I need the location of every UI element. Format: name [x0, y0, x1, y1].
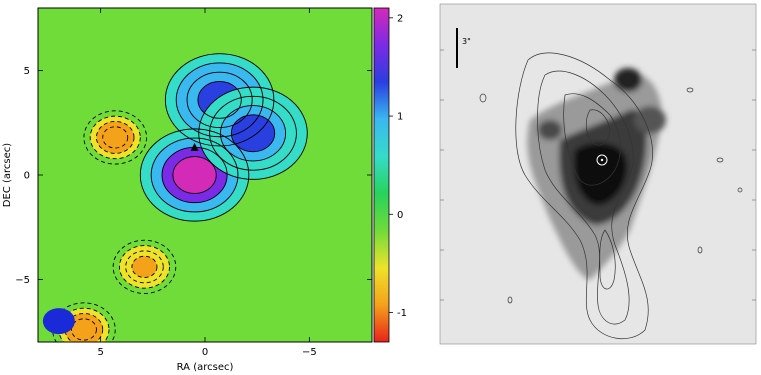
colorbar-tick-label: 1 [397, 112, 403, 123]
y-axis-label: DEC (arcsec) [2, 143, 13, 207]
contour-line [64, 313, 104, 342]
radio-contours [479, 52, 743, 339]
core-marker [596, 154, 608, 166]
contour-line [164, 53, 275, 147]
contour-line [70, 318, 97, 341]
colorbar-tick-label: -1 [397, 308, 407, 319]
contour-line [102, 126, 129, 149]
contour-line [125, 250, 164, 284]
colorbar: 2 1 0 -1 [373, 7, 407, 343]
contour-line [209, 95, 297, 171]
beam-ellipse [42, 308, 75, 335]
contour-line [52, 302, 116, 342]
contour-line [219, 105, 287, 162]
contour-line [230, 114, 276, 153]
scale-bar-label: 3" [462, 37, 471, 46]
plot-area [38, 8, 372, 342]
contour-line [198, 86, 308, 180]
contour-line [197, 80, 242, 119]
y-tick-label: −5 [15, 275, 30, 286]
x-axis: 5 0 −5 [97, 8, 317, 358]
colorbar-tick-label: 0 [397, 210, 403, 221]
negative-emission-blob [71, 318, 97, 341]
negative-emission-blob [102, 126, 128, 149]
contour-line [96, 121, 135, 154]
y-axis: 5 0 −5 [15, 66, 372, 286]
scale-bar [456, 28, 458, 68]
contour-line [89, 115, 141, 160]
x-axis-label: RA (arcsec) [177, 362, 234, 373]
gray-emission [527, 68, 666, 280]
x-tick-label: −5 [302, 347, 317, 358]
core-marker-dot [600, 158, 604, 162]
contour-line [83, 110, 148, 165]
frame-ticks [440, 49, 756, 301]
negative-emission-blob [131, 256, 157, 278]
y-tick-label: 5 [24, 66, 30, 77]
contour-line [150, 137, 239, 213]
positive-emission-blob [172, 156, 217, 194]
contour-line [175, 62, 264, 138]
contour-line [112, 239, 177, 294]
grayscale-image-right: 3" [439, 3, 757, 345]
contour-map-left: 5 0 −5 5 0 −5 RA (arcsec) DEC (arcsec) 2 1 0 -1 [2, 7, 407, 373]
positive-emission-blob [231, 114, 275, 152]
x-tick-label: 5 [97, 347, 103, 358]
contour-line [172, 156, 217, 194]
colorbar-tick-label: 2 [397, 13, 403, 24]
contour-line [118, 245, 170, 289]
contour-line [139, 128, 250, 222]
peak-marker [190, 142, 199, 151]
y-tick-label: 0 [24, 171, 30, 182]
x-tick-label: 0 [202, 347, 208, 358]
contour-line [186, 71, 253, 128]
contour-line [131, 255, 158, 278]
